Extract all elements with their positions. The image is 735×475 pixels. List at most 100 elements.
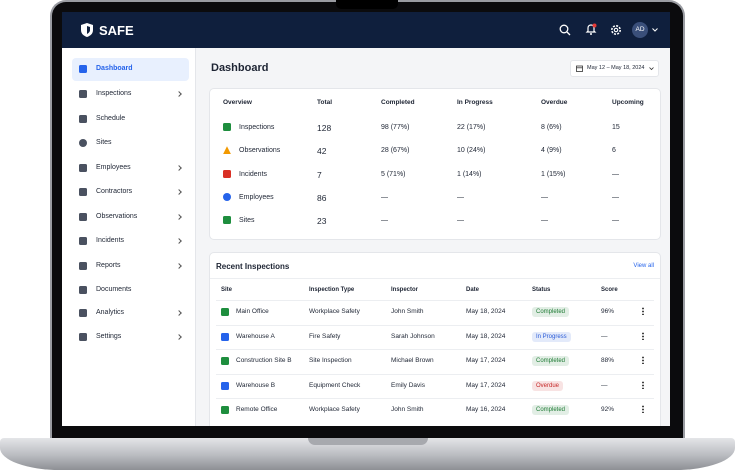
nav-item[interactable]: Inspections — [96, 90, 132, 97]
logo-icon — [81, 23, 93, 37]
card-title: Recent Inspections — [216, 262, 290, 271]
cell: Remote Office — [236, 406, 278, 413]
nav-icon — [79, 164, 87, 172]
row-menu[interactable] — [642, 307, 644, 315]
cell: — — [381, 193, 388, 201]
row-menu[interactable] — [642, 356, 644, 364]
camera-notch — [336, 0, 398, 9]
site-icon — [221, 308, 229, 316]
row-label: Incidents — [239, 170, 268, 178]
nav-item[interactable]: Schedule — [96, 115, 126, 122]
site-icon — [221, 406, 229, 414]
site-icon — [221, 332, 229, 341]
cell: Workplace Safety — [309, 308, 360, 315]
notifications-button[interactable] — [585, 23, 597, 36]
column-header: Site — [221, 287, 233, 293]
nav-item[interactable]: Documents — [96, 286, 132, 293]
avatar-chevron[interactable] — [652, 28, 658, 32]
row-divider — [216, 398, 654, 399]
nav-chevron — [176, 189, 182, 195]
nav-icon — [79, 115, 87, 123]
row-icon — [223, 169, 231, 178]
main-content: Dashboard May 12 – May 18, 2024 Overview… — [196, 48, 670, 426]
cell: 8 (6%) — [541, 124, 562, 131]
nav-icon — [79, 309, 87, 317]
cell: 92% — [601, 406, 615, 413]
cell: 88% — [601, 357, 615, 364]
search-button[interactable] — [559, 24, 571, 36]
top-bar: SAFE AD — [62, 12, 670, 48]
nav-item[interactable]: Analytics — [96, 309, 125, 316]
cell: — — [541, 193, 548, 201]
nav-item[interactable]: Dashboard — [96, 65, 133, 72]
nav-icon — [79, 333, 87, 341]
cell: 23 — [317, 216, 327, 227]
calendar-icon — [576, 65, 583, 72]
row-menu[interactable] — [642, 380, 644, 389]
column-header: Date — [466, 287, 480, 293]
nav-chevron — [176, 310, 182, 316]
cell: May 17, 2024 — [466, 357, 506, 364]
divider — [210, 278, 660, 279]
nav-item[interactable]: Contractors — [96, 188, 133, 195]
column-header: Status — [532, 287, 551, 293]
status-badge: Overdue — [532, 380, 564, 391]
base-notch — [308, 438, 428, 445]
cell: — — [601, 332, 608, 340]
cell: 15 — [612, 124, 620, 131]
cell: — — [612, 170, 619, 178]
cell: 42 — [317, 146, 327, 157]
nav-item[interactable]: Employees — [96, 164, 131, 171]
nav-item[interactable]: Observations — [96, 213, 138, 220]
cell: 5 (71%) — [381, 170, 406, 178]
column-header: Inspector — [391, 287, 419, 293]
nav-icon — [79, 237, 87, 245]
row-icon — [223, 216, 231, 225]
cell: Construction Site B — [236, 357, 292, 364]
row-label: Sites — [239, 217, 255, 225]
cell: — — [541, 217, 548, 225]
cell: Warehouse B — [236, 381, 276, 389]
cell: 4 (9%) — [541, 147, 562, 155]
cell: John Smith — [391, 406, 424, 413]
avatar[interactable]: AD — [632, 22, 648, 38]
cell: May 16, 2024 — [466, 406, 506, 413]
nav-chevron — [176, 91, 182, 97]
cell: Sarah Johnson — [391, 332, 435, 340]
status-badge: Completed — [532, 307, 570, 317]
settings-button[interactable] — [610, 24, 622, 36]
date-range-picker[interactable]: May 12 – May 18, 2024 — [570, 60, 659, 77]
row-menu[interactable] — [642, 405, 644, 413]
nav-chevron — [176, 214, 182, 220]
column-header: Completed — [381, 99, 415, 106]
view-all-link[interactable]: View all — [633, 263, 654, 269]
row-label: Employees — [239, 193, 274, 201]
cell: 22 (17%) — [457, 124, 486, 131]
nav-item[interactable]: Settings — [96, 333, 122, 340]
row-menu[interactable] — [642, 331, 644, 340]
screen: SAFE AD Dashboard Inspections Schedule Site… — [62, 12, 670, 426]
nav-item[interactable]: Incidents — [96, 237, 125, 244]
cell: — — [457, 217, 464, 225]
cell: Emily Davis — [391, 381, 425, 389]
column-header: Overdue — [541, 99, 568, 106]
row-icon — [223, 192, 231, 201]
brand: SAFE — [99, 23, 134, 38]
row-divider — [216, 373, 654, 375]
cell: May 18, 2024 — [466, 308, 506, 315]
column-header: Inspection Type — [309, 287, 355, 293]
cell: Equipment Check — [309, 381, 361, 389]
nav-icon — [79, 139, 87, 147]
row-divider — [216, 300, 654, 301]
date-chevron — [649, 67, 654, 71]
row-label: Observations — [239, 147, 281, 155]
cell: Warehouse A — [236, 332, 275, 340]
nav-item[interactable]: Reports — [96, 262, 121, 269]
date-range: May 12 – May 18, 2024 — [587, 65, 645, 71]
column-header: Score — [601, 287, 618, 293]
row-divider — [216, 349, 654, 350]
nav-item[interactable]: Sites — [96, 139, 112, 146]
row-icon — [223, 146, 231, 155]
cell: 86 — [317, 192, 327, 203]
